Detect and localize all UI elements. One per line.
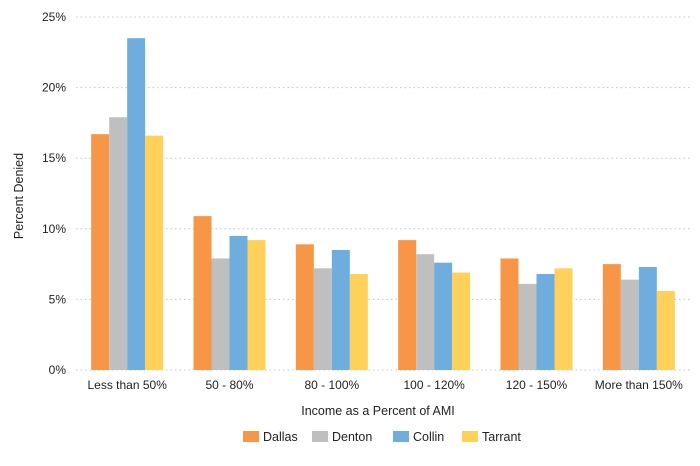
y-tick-label: 15% [42, 151, 66, 165]
legend-label-dallas: Dallas [263, 430, 298, 444]
bar-tarrant [656, 290, 675, 370]
bar-tarrant [554, 268, 573, 370]
bar-tarrant [349, 273, 368, 370]
bar-dallas [398, 240, 417, 370]
bar-denton [518, 283, 537, 370]
gridlines [76, 16, 690, 371]
bar-denton [620, 279, 639, 370]
y-tick-label: 0% [49, 363, 67, 377]
bar-tarrant [247, 240, 266, 370]
legend-label-collin: Collin [413, 430, 444, 444]
y-tick-label: 10% [42, 222, 66, 236]
x-tick-label: 80 - 100% [304, 378, 359, 392]
y-axis-title: Percent Denied [12, 153, 26, 239]
bar-collin [434, 262, 453, 370]
legend-swatch-collin [393, 431, 409, 442]
bar-collin [127, 38, 146, 371]
bar-collin [229, 235, 248, 370]
bar-dallas [91, 134, 110, 370]
bar-tarrant [145, 135, 164, 370]
bar-collin [331, 249, 350, 370]
bar-denton [109, 117, 128, 370]
bar-dallas [602, 264, 621, 370]
bars [91, 38, 675, 371]
x-tick-label: 50 - 80% [205, 378, 253, 392]
bar-collin [536, 273, 555, 370]
legend: Dallas Denton Collin Tarrant [243, 430, 521, 444]
bar-dallas [295, 244, 314, 370]
bar-tarrant [452, 272, 471, 370]
x-tick-label: 100 - 120% [403, 378, 465, 392]
y-tick-label: 20% [42, 81, 66, 95]
y-tick-label: 25% [42, 10, 66, 24]
legend-swatch-denton [312, 431, 328, 442]
bar-denton [211, 258, 230, 370]
x-tick-label: More than 150% [595, 378, 683, 392]
y-axis-ticks: 0% 5% 10% 15% 20% 25% [42, 10, 66, 377]
x-axis-title: Income as a Percent of AMI [301, 404, 455, 418]
bar-denton [313, 268, 332, 370]
bar-dallas [500, 258, 519, 370]
x-tick-label: Less than 50% [87, 378, 167, 392]
legend-swatch-dallas [243, 431, 259, 442]
bar-denton [416, 254, 435, 370]
legend-label-denton: Denton [332, 430, 372, 444]
x-tick-label: 120 - 150% [506, 378, 568, 392]
y-tick-label: 5% [49, 292, 67, 306]
bar-dallas [193, 216, 212, 370]
bar-collin [638, 266, 657, 370]
legend-swatch-tarrant [462, 431, 478, 442]
x-axis-ticks: Less than 50% 50 - 80% 80 - 100% 100 - 120%… [87, 378, 683, 392]
legend-label-tarrant: Tarrant [482, 430, 521, 444]
